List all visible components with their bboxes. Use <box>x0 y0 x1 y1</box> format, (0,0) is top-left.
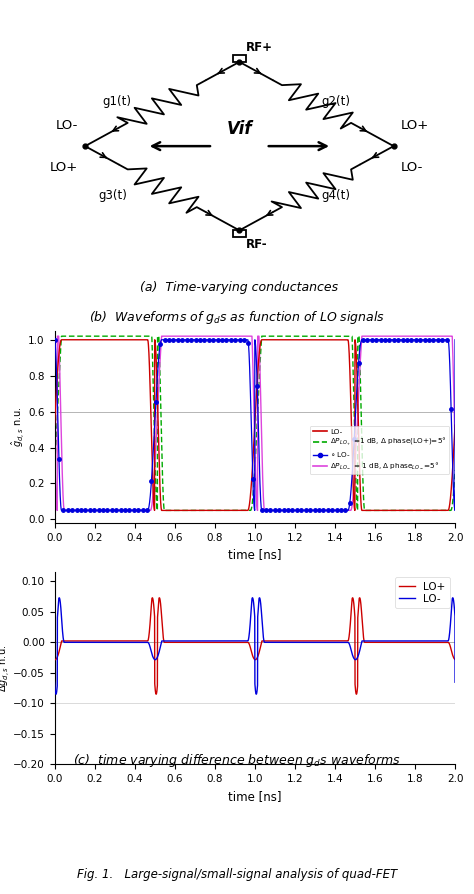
LO- <box>254 689 259 700</box>
Text: LO-: LO- <box>56 119 79 131</box>
Text: LO+: LO+ <box>50 161 79 173</box>
LO+ <box>205 637 210 647</box>
Bar <box>233 55 246 62</box>
LO- <box>124 637 130 647</box>
Text: LO-: LO- <box>400 161 423 173</box>
Text: (a)  Time-varying conductances: (a) Time-varying conductances <box>140 281 338 294</box>
Text: g2(t): g2(t) <box>321 96 350 108</box>
Text: LO+: LO+ <box>400 119 428 131</box>
X-axis label: time [ns]: time [ns] <box>228 789 282 803</box>
LO+ <box>452 654 458 665</box>
LO+ <box>381 637 387 647</box>
Y-axis label: $\hat{g}_{d,s}$ n.u.: $\hat{g}_{d,s}$ n.u. <box>9 407 27 447</box>
LO- <box>52 677 57 687</box>
Bar <box>233 231 246 237</box>
Line: LO-: LO- <box>55 598 455 695</box>
X-axis label: time [ns]: time [ns] <box>228 548 282 561</box>
LO- <box>250 593 255 603</box>
Y-axis label: $\Delta\hat{g}_{d,s}$ n.u.: $\Delta\hat{g}_{d,s}$ n.u. <box>0 645 11 692</box>
Text: (c)  time varying difference between $g_d$$s$ waveforms: (c) time varying difference between $g_d… <box>73 752 401 769</box>
Text: g4(t): g4(t) <box>321 190 350 202</box>
Text: RF-: RF- <box>246 239 268 251</box>
LO+ <box>312 636 318 646</box>
LO+ <box>354 689 359 700</box>
LO- <box>205 636 210 646</box>
Text: (b)  Waveforms of $g_d$$s$ as function of LO signals: (b) Waveforms of $g_d$$s$ as function of… <box>89 309 385 326</box>
LO+ <box>124 636 130 646</box>
LO+ <box>52 654 57 665</box>
Text: g3(t): g3(t) <box>98 190 127 202</box>
LO- <box>292 637 298 647</box>
Text: Fig. 1.   Large-signal/small-signal analysis of quad-FET: Fig. 1. Large-signal/small-signal analys… <box>77 867 397 881</box>
LO- <box>452 677 458 687</box>
Line: LO+: LO+ <box>55 598 455 695</box>
LO+ <box>292 636 298 646</box>
Legend: LO-, $\Delta P_{LO_+}$ =1 dB, $\Delta$ phase(LO+)=5°, $\circ$ LO-, $\Delta P_{LO: LO-, $\Delta P_{LO_+}$ =1 dB, $\Delta$ p… <box>310 426 449 475</box>
LO+ <box>357 593 363 603</box>
Text: g1(t): g1(t) <box>103 96 132 108</box>
Text: Vif: Vif <box>227 120 252 138</box>
LO- <box>381 636 387 646</box>
Legend: LO+, LO-: LO+, LO- <box>395 578 450 608</box>
LO+ <box>350 595 356 605</box>
Text: RF+: RF+ <box>246 41 273 54</box>
LO- <box>312 637 318 647</box>
LO- <box>351 653 356 663</box>
